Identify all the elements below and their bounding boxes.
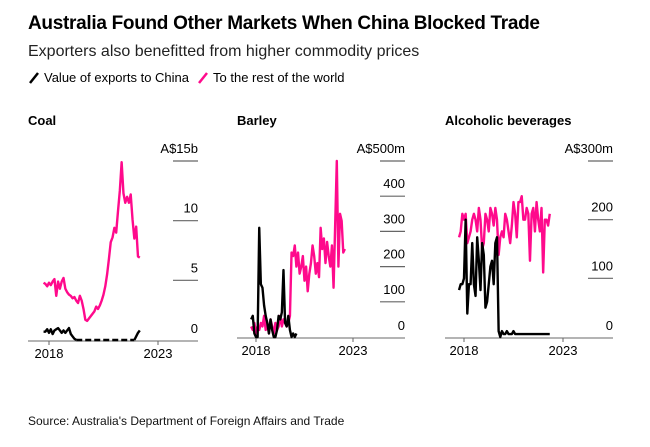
y-tick-label: 0 (606, 318, 613, 333)
y-tick-label: 100 (383, 282, 405, 297)
panel-title: Barley (237, 113, 278, 128)
series-line-china (250, 226, 298, 339)
series-line-china (43, 326, 77, 342)
y-tick-label: 100 (591, 258, 613, 273)
x-tick-label: 2018 (35, 346, 64, 361)
series-line-china (133, 329, 141, 341)
y-tick-label: 5 (191, 260, 198, 275)
x-tick-label: 2023 (339, 343, 368, 358)
y-tick-label: 200 (383, 247, 405, 262)
y-tick-label: 300 (383, 211, 405, 226)
chart-panel-alcoholic-beverages: Alcoholic beverages 0 100 200 A$300m 2018 2023 (445, 113, 613, 358)
legend-label-china: Value of exports to China (44, 70, 190, 85)
legend-swatch-rest-of-world (198, 71, 208, 84)
panel-title: Coal (28, 113, 56, 128)
x-tick-label: 2018 (450, 343, 479, 358)
x-tick-label: 2023 (549, 343, 578, 358)
series-line-rest-of-world (42, 160, 141, 323)
series-line-china (457, 218, 550, 339)
legend: Value of exports to China To the rest of… (28, 70, 353, 85)
y-tick-label: 0 (191, 321, 198, 336)
chart-subtitle: Exporters also benefitted from higher co… (28, 43, 420, 60)
chart-panel-barley: Barley 0 100 200 300 400 A$500m 2018 2023 (237, 113, 405, 358)
legend-swatch-china (29, 71, 39, 84)
y-tick-label: 0 (398, 318, 405, 333)
y-tick-label: 400 (383, 176, 405, 191)
x-tick-label: 2023 (144, 346, 173, 361)
x-tick-label: 2018 (242, 343, 271, 358)
chart-panel-coal: Coal 0 5 10 A$15b 2018 2023 (28, 113, 198, 361)
chart-title: Australia Found Other Markets When China… (28, 13, 540, 34)
legend-item-rest-of-world: To the rest of the world (197, 70, 345, 85)
y-tick-label: 10 (184, 201, 198, 216)
series-line-rest-of-world (457, 194, 551, 274)
y-tick-label: A$300m (565, 141, 613, 156)
legend-item-china: Value of exports to China (28, 70, 189, 85)
y-tick-label: A$500m (357, 141, 405, 156)
panel-title: Alcoholic beverages (445, 113, 571, 128)
y-tick-label: 200 (591, 200, 613, 215)
legend-label-rest-of-world: To the rest of the world (213, 70, 345, 85)
source-note: Source: Australia's Department of Foreig… (28, 414, 345, 428)
small-multiples-charts: Coal 0 5 10 A$15b 2018 2023 Barley 0 100 200 300 400… (28, 113, 613, 361)
y-tick-label: A$15b (160, 141, 198, 156)
